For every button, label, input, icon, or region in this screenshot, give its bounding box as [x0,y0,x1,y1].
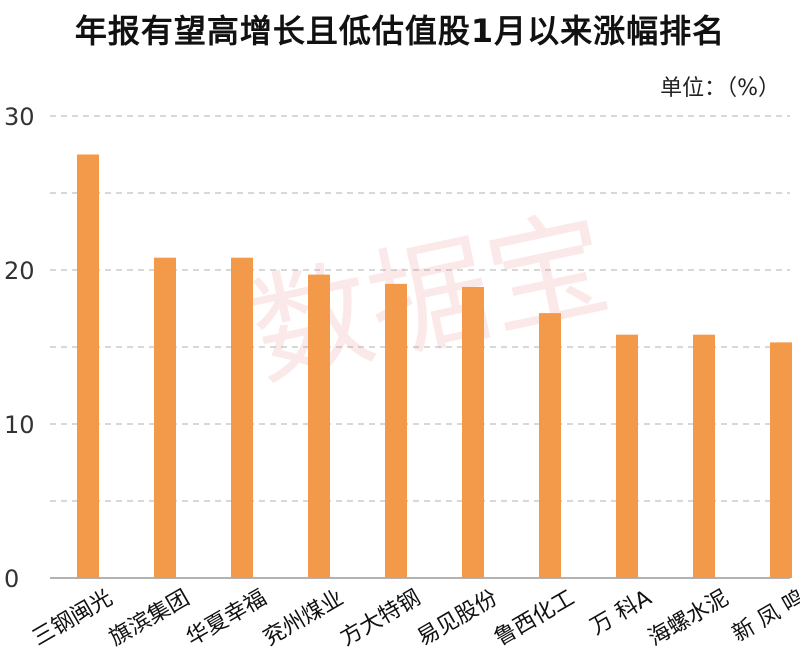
category-label: 易见股份 [413,586,502,652]
chart-title: 年报有望高增长且低估值股1月以来涨幅排名 [74,12,726,50]
bar [462,286,484,578]
bar [308,274,330,578]
y-tick-label: 0 [4,565,19,593]
category-label: 华夏幸福 [182,586,271,652]
bar [231,257,253,578]
bar [770,342,792,578]
bar [77,154,99,578]
category-label: 方大特钢 [336,586,425,652]
category-label: 海螺水泥 [644,586,733,652]
bar [693,334,715,578]
category-label: 新 凤 鸣 [728,586,800,648]
bar [539,313,561,578]
bar [616,334,638,578]
category-label: 旗滨集团 [105,586,194,652]
category-label: 鲁西化工 [490,586,579,652]
y-tick-label: 10 [4,411,35,439]
category-label: 兖州煤业 [259,586,348,652]
watermark-text: 数据宝 [239,194,620,405]
category-label: 三钢闽光 [28,586,117,652]
bar [154,257,176,578]
unit-label: 单位：（%） [660,76,780,101]
x-axis-labels: 三钢闽光旗滨集团华夏幸福兖州煤业方大特钢易见股份鲁西化工万 科A海螺水泥新 凤 … [28,586,800,652]
y-tick-label: 20 [4,257,35,285]
y-axis-ticks: 0 10 20 30 [4,103,35,593]
bars [77,154,792,578]
y-tick-label: 30 [4,103,35,131]
bar [385,283,407,578]
